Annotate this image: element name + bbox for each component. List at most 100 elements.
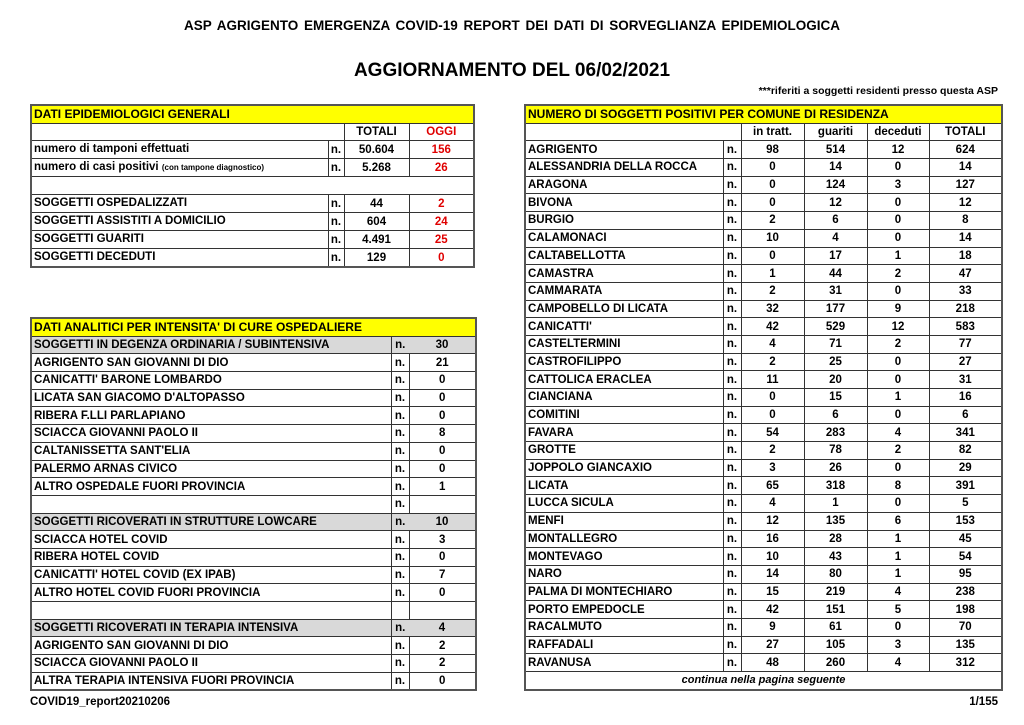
row-label: numero di casi positivi (con tampone dia… — [30, 158, 329, 178]
comune-row: NARO n. 14 80 1 95 — [524, 564, 1003, 584]
comune-name: PALMA DI MONTECHIARO — [524, 582, 724, 602]
in-tratt-value: 3 — [740, 458, 805, 478]
row-label: PALERMO ARNAS CIVICO — [30, 459, 392, 479]
row-label: AGRIGENTO SAN GIOVANNI DI DIO — [30, 353, 392, 373]
comune-name: MONTALLEGRO — [524, 529, 724, 549]
page-number: 1/155 — [969, 696, 998, 708]
row-label — [30, 601, 392, 620]
totali-value: 391 — [928, 476, 1003, 496]
comune-name: LICATA — [524, 476, 724, 496]
comune-row: CALTABELLOTTA n. 0 17 1 18 — [524, 246, 1003, 266]
n-label: n. — [722, 547, 742, 566]
totali-value: 77 — [928, 334, 1003, 354]
comune-name: CASTELTERMINI — [524, 334, 724, 354]
general-row: SOGGETTI OSPEDALIZZATI n. 44 2 — [30, 194, 475, 214]
totali-value: 129 — [343, 248, 410, 268]
totali-value: 82 — [928, 441, 1003, 460]
in-tratt-value: 4 — [740, 334, 805, 354]
n-label: n. — [722, 281, 742, 301]
in-tratt-value: 42 — [740, 317, 805, 336]
hospital-row: LICATA SAN GIACOMO D'ALTOPASSO n. 0 — [30, 388, 477, 408]
continued-note: continua nella pagina seguente — [524, 670, 1003, 691]
in-tratt-value: 12 — [740, 511, 805, 531]
row-label: CANICATTI' HOTEL COVID (EX IPAB) — [30, 565, 392, 585]
guariti-value: 514 — [803, 140, 868, 160]
n-label: n. — [722, 140, 742, 160]
in-tratt-value: 0 — [740, 175, 805, 195]
n-label: n. — [722, 423, 742, 443]
comune-row: COMITINI n. 0 6 0 6 — [524, 405, 1003, 425]
totali-value: 16 — [928, 388, 1003, 407]
row-label: LICATA SAN GIACOMO D'ALTOPASSO — [30, 388, 392, 408]
deceduti-value: 1 — [866, 388, 930, 407]
comune-row: FAVARA n. 54 283 4 341 — [524, 423, 1003, 443]
guariti-value: 78 — [803, 441, 868, 460]
comune-name: CALAMONACI — [524, 228, 724, 248]
in-tratt-value: 2 — [740, 352, 805, 372]
hospital-row: ALTRA TERAPIA INTENSIVA FUORI PROVINCIA n… — [30, 671, 477, 691]
value — [408, 601, 477, 620]
oggi-value: 24 — [408, 212, 475, 232]
in-tratt-value: 11 — [740, 370, 805, 389]
blank-row — [30, 176, 475, 196]
comune-name: PORTO EMPEDOCLE — [524, 600, 724, 619]
hospital-row: ALTRO HOTEL COVID FUORI PROVINCIA n. 0 — [30, 583, 477, 602]
guariti-value: 31 — [803, 281, 868, 301]
n-label: n. — [722, 494, 742, 513]
totali-value: 6 — [928, 405, 1003, 425]
row-label: SOGGETTI DECEDUTI — [30, 248, 329, 268]
guariti-value: 105 — [803, 635, 868, 655]
n-label: n. — [722, 529, 742, 549]
totali-value: 44 — [343, 194, 410, 214]
in-tratt-value: 9 — [740, 617, 805, 637]
update-date-title: AGGIORNAMENTO DEL 06/02/2021 — [353, 60, 671, 81]
hospital-group-row: SOGGETTI RICOVERATI IN STRUTTURE LOWCARE… — [30, 512, 477, 532]
general-row: numero di tamponi effettuati n. 50.604 156 — [30, 140, 475, 160]
comune-row: CASTELTERMINI n. 4 71 2 77 — [524, 334, 1003, 354]
totali-value: 624 — [928, 140, 1003, 160]
n-label: n. — [390, 441, 410, 461]
in-tratt-value: 14 — [740, 564, 805, 584]
row-label: SOGGETTI RICOVERATI IN STRUTTURE LOWCARE — [30, 512, 392, 532]
general-table-title: DATI EPIDEMIOLOGICI GENERALI — [30, 104, 475, 124]
deceduti-value: 0 — [866, 458, 930, 478]
hospital-row: AGRIGENTO SAN GIOVANNI DI DIO n. 2 — [30, 636, 477, 656]
deceduti-value: 1 — [866, 529, 930, 549]
value: 1 — [408, 477, 477, 496]
in-tratt-value: 32 — [740, 299, 805, 319]
in-tratt-value: 1 — [740, 264, 805, 283]
general-row: SOGGETTI GUARITI n. 4.491 25 — [30, 230, 475, 250]
guariti-value: 318 — [803, 476, 868, 496]
totali-value: 54 — [928, 547, 1003, 566]
guariti-value: 151 — [803, 600, 868, 619]
row-label: RIBERA F.LLI PARLAPIANO — [30, 406, 392, 426]
hospital-group-row: SOGGETTI IN DEGENZA ORDINARIA / SUBINTEN… — [30, 335, 477, 355]
n-label: n. — [327, 194, 345, 214]
row-label: SOGGETTI RICOVERATI IN TERAPIA INTENSIVA — [30, 618, 392, 638]
comune-row: LUCCA SICULA n. 4 1 0 5 — [524, 494, 1003, 513]
totali-value: 31 — [928, 370, 1003, 389]
guariti-value: 44 — [803, 264, 868, 283]
value: 21 — [408, 353, 477, 373]
guariti-value: 28 — [803, 529, 868, 549]
row-label: SOGGETTI GUARITI — [30, 230, 329, 250]
comune-name: CAMASTRA — [524, 264, 724, 283]
value: 2 — [408, 654, 477, 673]
comune-name: CAMPOBELLO DI LICATA — [524, 299, 724, 319]
comune-row: LICATA n. 65 318 8 391 — [524, 476, 1003, 496]
totali-value: 5.268 — [343, 158, 410, 178]
guariti-value: 260 — [803, 653, 868, 672]
comune-row: CATTOLICA ERACLEA n. 11 20 0 31 — [524, 370, 1003, 389]
deceduti-value: 2 — [866, 334, 930, 354]
comuni-table-title: NUMERO DI SOGGETTI POSITIVI PER COMUNE D… — [524, 104, 1003, 124]
n-label: n. — [327, 230, 345, 250]
n-label: n. — [390, 618, 409, 638]
general-data-table: DATI EPIDEMIOLOGICI GENERALI TOTALI OGGI… — [30, 104, 476, 269]
comune-row: ARAGONA n. 0 124 3 127 — [524, 175, 1003, 195]
in-tratt-value: 0 — [740, 193, 805, 213]
guariti-value: 17 — [803, 246, 868, 266]
row-label: SCIACCA HOTEL COVID — [30, 530, 392, 549]
n-label — [390, 601, 410, 620]
deceduti-value: 0 — [866, 211, 930, 230]
n-label: n. — [722, 317, 742, 336]
